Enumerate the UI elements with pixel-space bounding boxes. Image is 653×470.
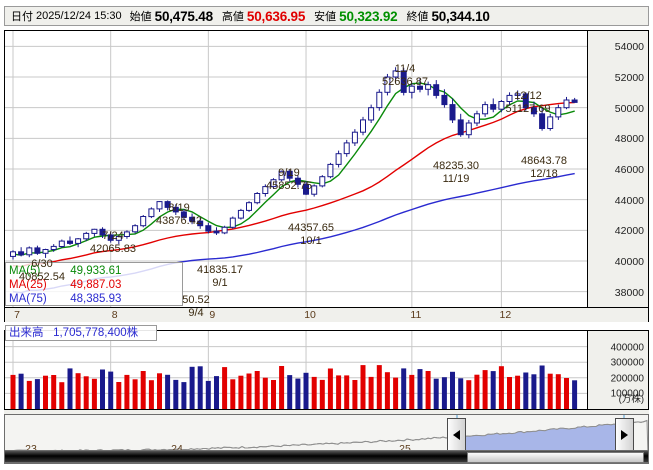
anno-0919-value: 45852.75 — [266, 179, 312, 192]
open-label: 始値 — [129, 11, 152, 23]
anno-0919-date: 9/19 — [278, 167, 300, 179]
anno-1104-date: 11/4 — [394, 63, 416, 75]
ma5-label: MA(5) — [9, 265, 41, 277]
navigator-tick-24: 24 — [171, 443, 183, 455]
x-tick-9: 9 — [209, 309, 216, 321]
navigator-left-handle[interactable] — [447, 418, 466, 452]
anno-1001-value: 44357.65 — [288, 222, 334, 234]
navigator-right-handle[interactable] — [615, 418, 634, 452]
open-value: 50,475.48 — [154, 8, 213, 24]
x-tick-10: 10 — [304, 309, 316, 321]
ma25-label: MA(25) — [9, 279, 47, 291]
anno-0819-date: 8/19 — [168, 202, 190, 214]
anno-1001: 44357.65 10/1 — [288, 222, 334, 247]
ma25-row: MA(25) 49,887.03 — [9, 278, 182, 292]
price-y-tick-42000: 42000 — [614, 225, 644, 238]
anno-0901-value: 41835.17 — [197, 264, 243, 276]
volume-y-tick-100000: 100000 — [610, 388, 644, 400]
anno-1218-date: 12/18 — [530, 167, 558, 180]
anno-1104-value: 52636.87 — [382, 75, 428, 88]
horizontal-scrollbar[interactable] — [4, 450, 649, 463]
anno-0904-date: 9/4 — [188, 306, 204, 319]
navigator-tick-25: 25 — [399, 443, 411, 455]
anno-0901: 41835.17 9/1 — [197, 264, 243, 289]
volume-y-tick-300000: 300000 — [610, 357, 644, 369]
price-y-axis: 54000 52000 50000 48000 46000 44000 42000 40000… — [588, 30, 649, 308]
low-value: 50,323.92 — [339, 8, 398, 24]
anno-0724-value: 42065.83 — [90, 242, 136, 255]
date-value: 2025/12/24 15:30 — [36, 10, 122, 22]
price-y-tick-54000: 54000 — [614, 41, 644, 54]
anno-0901-date: 9/1 — [212, 276, 228, 289]
anno-1212-value: 51127.69 — [505, 102, 551, 115]
volume-y-tick-400000: 400000 — [610, 342, 644, 354]
volume-legend: 出来高 1,705,778,400株 — [5, 325, 157, 341]
price-y-tick-46000: 46000 — [614, 164, 644, 176]
x-tick-12: 12 — [499, 309, 512, 321]
price-y-tick-40000: 40000 — [614, 256, 644, 268]
anno-0630-date: 6/30 — [31, 258, 53, 270]
ma5-value: 49,933.61 — [70, 265, 122, 277]
volume-plot — [5, 331, 587, 409]
anno-1104: 11/4 52636.87 — [382, 63, 428, 88]
anno-0630: 6/30 40852.54 — [19, 258, 65, 283]
volume-label: 出来高 — [9, 327, 44, 339]
scrollbar-thumb[interactable] — [467, 452, 644, 463]
anno-1212: 12/12 51127.69 — [505, 90, 550, 115]
price-y-tick-48000: 48000 — [614, 133, 644, 146]
x-tick-7: 7 — [14, 309, 20, 321]
ma75-value: 48,385.93 — [70, 293, 122, 305]
quote-header-bar: 日付 2025/12/24 15:30 始値 50,475.48 高値 50,6… — [4, 6, 649, 26]
anno-0630-value: 40852.54 — [19, 270, 65, 283]
ma25-value: 49,887.03 — [70, 279, 122, 291]
date-label: 日付 — [11, 11, 33, 23]
x-tick-8: 8 — [111, 309, 118, 321]
anno-1119: 48235.30 11/19 — [433, 160, 479, 185]
anno-0919: 9/19 45852.75 — [266, 167, 312, 192]
anno-0904: 50.52 9/4 — [182, 294, 210, 319]
triangle-left-icon — [453, 430, 460, 440]
ma75-row: MA(75) 48,385.93 — [9, 292, 182, 306]
close-value: 50,344.10 — [431, 8, 490, 24]
volume-y-tick-200000: 200000 — [610, 373, 644, 385]
anno-0724-date: 7/24 — [102, 230, 124, 242]
anno-1218: 48643.78 12/18 — [521, 155, 567, 180]
anno-1119-date: 11/19 — [442, 172, 470, 185]
anno-1218-value: 48643.78 — [521, 155, 567, 167]
high-value: 50,636.95 — [246, 8, 306, 24]
low-label: 安値 — [314, 11, 337, 23]
price-x-axis: 7 8 9 10 11 12 — [4, 308, 649, 322]
navigator-tick-23: 23 — [25, 443, 37, 455]
anno-0819-value: 43876.42 — [156, 214, 202, 227]
anno-0724: 7/24 42065.83 — [90, 230, 136, 255]
anno-0819: 8/19 43876.42 — [156, 202, 202, 227]
volume-x-axis — [4, 410, 649, 414]
volume-chart-panel[interactable] — [4, 330, 588, 410]
close-label: 終値 — [406, 11, 429, 23]
anno-0904-value: 50.52 — [182, 294, 210, 306]
moving-average-legend: MA(5) 49,933.61 MA(25) 49,887.03 MA(75) … — [5, 262, 183, 306]
anno-1212-date: 12/12 — [514, 90, 542, 102]
anno-1001-date: 10/1 — [300, 234, 322, 247]
price-y-tick-38000: 38000 — [614, 286, 644, 299]
price-y-tick-44000: 44000 — [614, 194, 644, 207]
ma75-label: MA(75) — [9, 293, 47, 305]
anno-1119-value: 48235.30 — [433, 160, 479, 172]
ma5-row: MA(5) 49,933.61 — [9, 264, 182, 278]
price-y-tick-50000: 50000 — [614, 102, 644, 115]
x-tick-11: 11 — [410, 309, 422, 321]
volume-unit-label: (万株) — [618, 394, 644, 405]
volume-y-axis: 400000 300000 200000 100000 (万株) — [588, 330, 649, 410]
triangle-right-icon — [621, 430, 628, 440]
volume-value: 1,705,778,400株 — [53, 327, 139, 339]
high-label: 高値 — [221, 11, 244, 23]
navigator-selection[interactable] — [457, 415, 624, 416]
price-y-tick-52000: 52000 — [614, 72, 644, 84]
